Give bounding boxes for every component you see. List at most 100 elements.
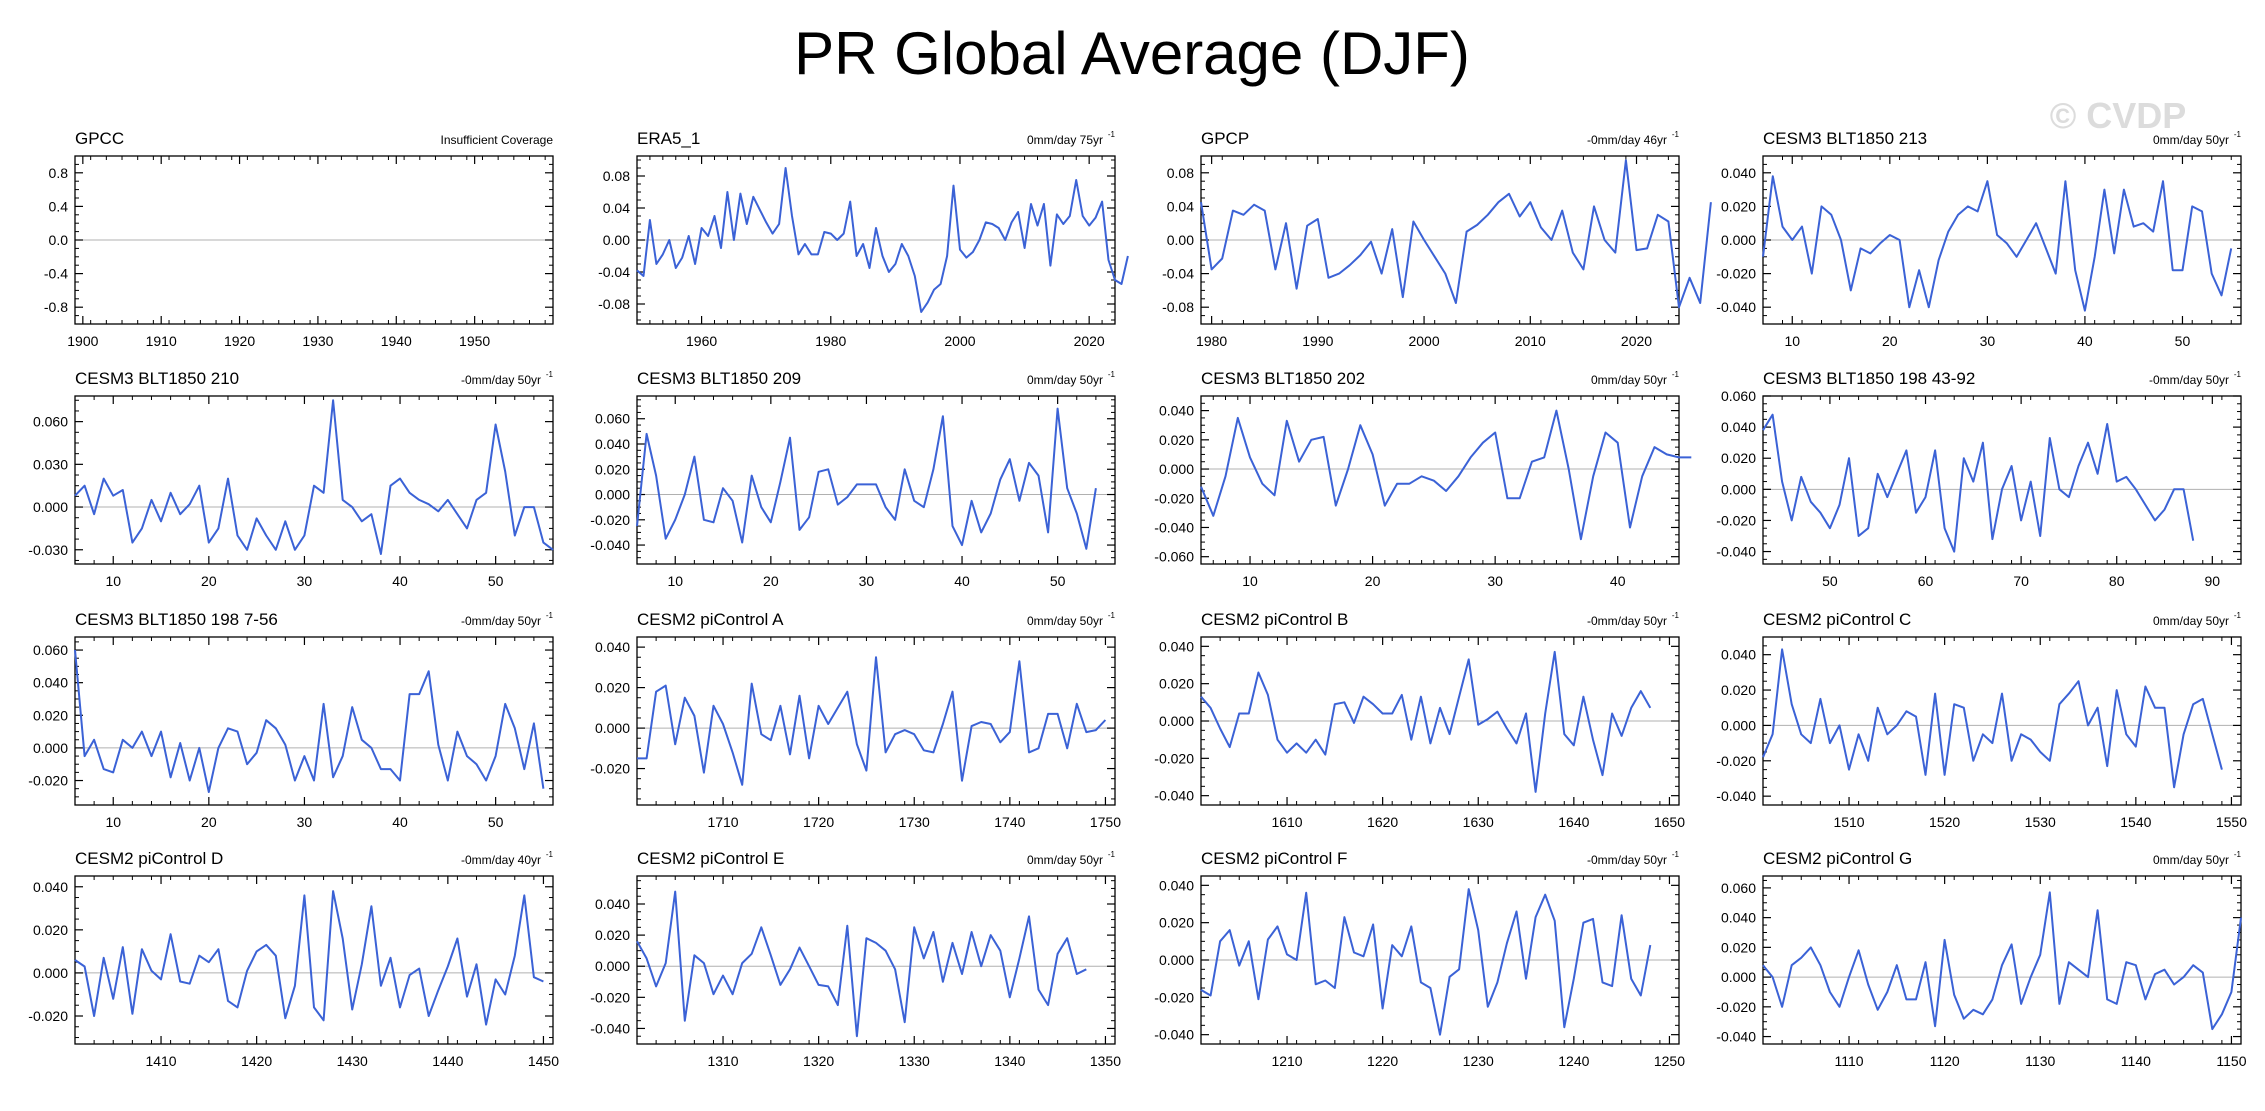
trend-superscript: -1: [2234, 850, 2242, 859]
x-tick-label: 30: [297, 814, 313, 830]
y-tick-label: 0.020: [33, 707, 68, 723]
x-tick-label: 2000: [1408, 333, 1439, 349]
chart-panel: CESM2 piControl E 0mm/day 50yr -1 1310 1320 1…: [590, 849, 1121, 1069]
plot-frame: [1762, 395, 2242, 565]
trend-superscript: -1: [1108, 370, 1116, 379]
x-tick-label: 40: [392, 814, 408, 830]
trend-label: -0mm/day 50yr: [461, 614, 541, 628]
y-tick-label: 0.000: [1721, 232, 1756, 248]
x-tick-label: 1150: [2216, 1053, 2246, 1069]
y-tick-label: 0.000: [1721, 481, 1756, 497]
y-tick-label: -0.020: [1154, 490, 1194, 506]
trend-superscript: -1: [1672, 850, 1680, 859]
trend-superscript: -1: [2234, 370, 2242, 379]
y-tick-label: 0.020: [1721, 198, 1756, 214]
y-tick-label: 0.000: [33, 740, 68, 756]
y-tick-label: -0.020: [28, 1008, 68, 1024]
y-tick-label: -0.040: [1716, 1029, 1756, 1045]
x-tick-label: 1510: [1833, 814, 1864, 830]
trend-label: Insufficient Coverage: [440, 133, 553, 147]
chart-panel: CESM3 BLT1850 202 0mm/day 50yr -1 10 20 30 40 -…: [1154, 369, 1692, 589]
y-tick-label: 0.04: [1167, 198, 1194, 214]
y-tick-label: 0.08: [603, 168, 630, 184]
y-tick-label: 0.020: [1721, 450, 1756, 466]
y-tick-label: 0.040: [1159, 638, 1194, 654]
panel-title: GPCC: [75, 129, 124, 148]
y-tick-label: 0.000: [1721, 969, 1756, 985]
series-line: [1762, 891, 2242, 1031]
y-tick-label: 0.040: [1159, 877, 1194, 893]
x-tick-label: 10: [1784, 333, 1800, 349]
y-tick-label: -0.8: [44, 299, 68, 315]
y-tick-label: 0.040: [33, 675, 68, 691]
x-tick-label: 50: [488, 814, 504, 830]
y-tick-label: 0.4: [49, 198, 69, 214]
x-tick-label: 80: [2109, 573, 2125, 589]
chart-panel: GPCP -0mm/day 46yr -1 1980 1990 2000 2010 2020 -…: [1162, 129, 1712, 349]
y-tick-label: -0.040: [1154, 788, 1194, 804]
x-tick-label: 2010: [1515, 333, 1546, 349]
series-line: [1762, 413, 2195, 553]
x-tick-label: 1730: [899, 814, 930, 830]
y-tick-label: 0.0: [49, 232, 69, 248]
x-tick-label: 1250: [1654, 1053, 1685, 1069]
y-tick-label: 0.020: [1721, 682, 1756, 698]
x-tick-label: 1240: [1558, 1053, 1589, 1069]
x-tick-label: 10: [1242, 573, 1258, 589]
trend-label: 0mm/day 50yr: [2153, 133, 2229, 147]
y-tick-label: -0.020: [590, 989, 630, 1005]
trend-label: 0mm/day 50yr: [1027, 373, 1103, 387]
chart-panel: CESM3 BLT1850 198 43-92 -0mm/day 50yr -1 50…: [1716, 369, 2242, 589]
panel-title: GPCP: [1201, 129, 1249, 148]
trend-label: -0mm/day 40yr: [461, 853, 541, 867]
series-line: [1200, 888, 1652, 1036]
trend-superscript: -1: [1672, 370, 1680, 379]
y-tick-label: -0.020: [28, 773, 68, 789]
trend-label: -0mm/day 50yr: [461, 373, 541, 387]
x-tick-label: 1410: [145, 1053, 176, 1069]
x-tick-label: 1120: [1930, 1053, 1960, 1069]
x-tick-label: 1910: [146, 333, 177, 349]
y-tick-label: 0.040: [1721, 165, 1756, 181]
y-tick-label: 0.040: [595, 436, 630, 452]
panel-title: CESM3 BLT1850 210: [75, 369, 239, 388]
y-tick-label: 0.8: [49, 165, 69, 181]
series-line: [637, 656, 1107, 786]
x-tick-label: 10: [105, 814, 121, 830]
trend-label: 0mm/day 50yr: [2153, 614, 2229, 628]
x-tick-label: 1920: [224, 333, 255, 349]
chart-panel: CESM2 piControl D -0mm/day 40yr -1 1410 1420…: [28, 849, 559, 1069]
x-tick-label: 1110: [1835, 1053, 1864, 1069]
x-tick-label: 20: [1882, 333, 1898, 349]
x-tick-label: 1540: [2120, 814, 2151, 830]
x-tick-label: 30: [859, 573, 875, 589]
y-tick-label: -0.030: [28, 542, 68, 558]
x-tick-label: 1320: [803, 1053, 834, 1069]
x-tick-label: 1430: [337, 1053, 368, 1069]
series-line: [1762, 175, 2233, 312]
chart-panel: CESM2 piControl B -0mm/day 50yr -1 1610 1620…: [1154, 610, 1685, 830]
plot-frame: [636, 636, 1116, 806]
panels-container: GPCC Insufficient Coverage 1900 1910 1920 193…: [28, 129, 2247, 1069]
trend-label: 0mm/day 50yr: [1027, 614, 1103, 628]
x-tick-label: 1440: [432, 1053, 463, 1069]
series-line: [74, 890, 544, 1026]
y-tick-label: 0.000: [1159, 713, 1194, 729]
panel-title: CESM2 piControl G: [1763, 849, 1912, 868]
y-tick-label: 0.040: [595, 639, 630, 655]
trend-label: 0mm/day 50yr: [1591, 373, 1667, 387]
panel-title: CESM2 piControl D: [75, 849, 223, 868]
x-tick-label: 1230: [1463, 1053, 1494, 1069]
panel-title: CESM2 piControl E: [637, 849, 784, 868]
x-tick-label: 1640: [1558, 814, 1589, 830]
chart-panel: CESM2 piControl G 0mm/day 50yr -1 1110 1120 1…: [1716, 849, 2246, 1069]
x-tick-label: 30: [297, 573, 313, 589]
series-line: [1200, 409, 1692, 541]
x-tick-label: 1130: [2025, 1053, 2055, 1069]
x-tick-label: 10: [667, 573, 683, 589]
x-tick-label: 1980: [815, 333, 846, 349]
x-tick-label: 50: [1822, 573, 1838, 589]
y-tick-label: 0.000: [595, 958, 630, 974]
y-tick-label: 0.020: [33, 922, 68, 938]
panel-title: ERA5_1: [637, 129, 700, 148]
